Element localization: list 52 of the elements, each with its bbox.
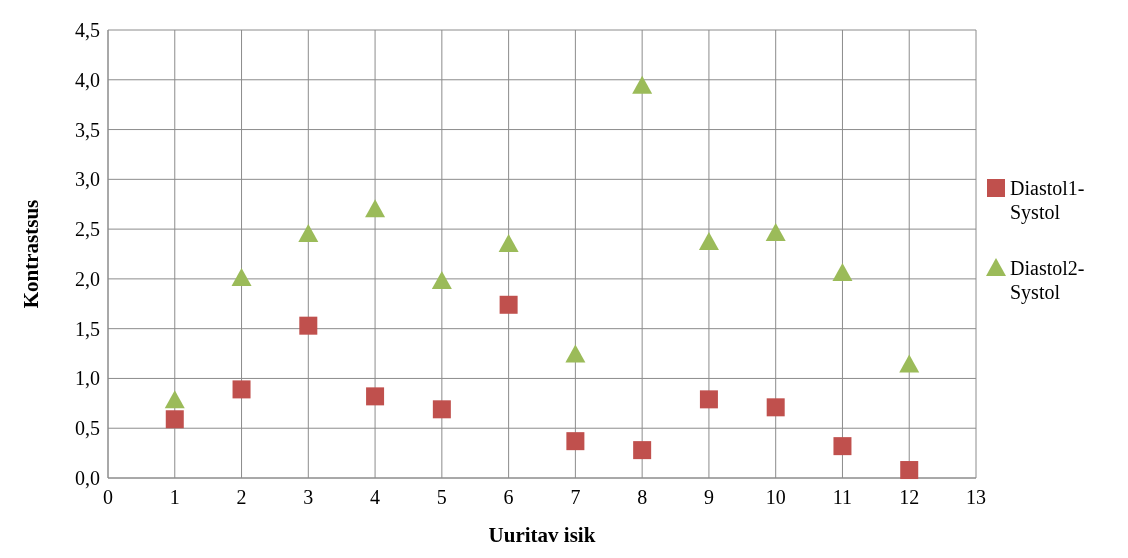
point [899,354,920,373]
x-tick-label: 2 [236,486,247,508]
x-tick-label: 12 [899,486,920,508]
point [431,270,452,289]
x-tick-label: 0 [103,486,113,508]
point [366,387,385,406]
y-tick-label: 4,5 [75,19,100,41]
point [566,432,585,451]
point [232,380,251,399]
y-tick-label: 2,5 [75,218,100,241]
y-tick-label: 4,0 [75,68,100,91]
y-tick-label: 3,0 [75,168,100,191]
point [432,400,451,419]
x-tick-label: 11 [832,486,853,508]
point [165,410,184,429]
point [833,437,852,456]
point [164,390,185,409]
y-tick-label: 2,0 [75,267,100,290]
x-tick-label: 9 [703,486,714,508]
x-tick-label: 6 [503,486,514,508]
point [498,234,519,253]
x-tick-label: 13 [966,486,986,508]
point [632,75,653,94]
y-tick-label: 1,5 [75,317,100,340]
point [633,441,652,460]
point [365,199,386,218]
x-tick-label: 4 [370,486,381,508]
point [765,223,786,242]
point [565,344,586,363]
point [832,262,853,281]
x-tick-label: 7 [570,486,581,508]
point [900,461,919,480]
point [299,316,318,335]
x-axis-title: Uuritav isik [488,523,596,547]
legend-label: Diastol2-Systol [1010,257,1085,304]
x-tick-label: 10 [765,486,786,508]
x-tick-label: 3 [303,486,314,508]
y-tick-label: 0,5 [75,417,100,440]
x-tick-label: 1 [169,486,180,508]
point [499,295,518,314]
y-tick-label: 0,0 [75,467,100,489]
legend-label: Diastol1-Systol [1010,177,1085,224]
point [698,232,719,251]
y-tick-label: 1,0 [75,367,100,390]
point [298,224,319,243]
y-axis-title: Kontrastsus [19,199,43,309]
x-tick-label: 8 [637,486,648,508]
y-tick-label: 3,5 [75,118,100,141]
point [231,267,252,286]
point [699,390,718,409]
point [766,398,785,417]
x-tick-label: 5 [436,486,447,508]
